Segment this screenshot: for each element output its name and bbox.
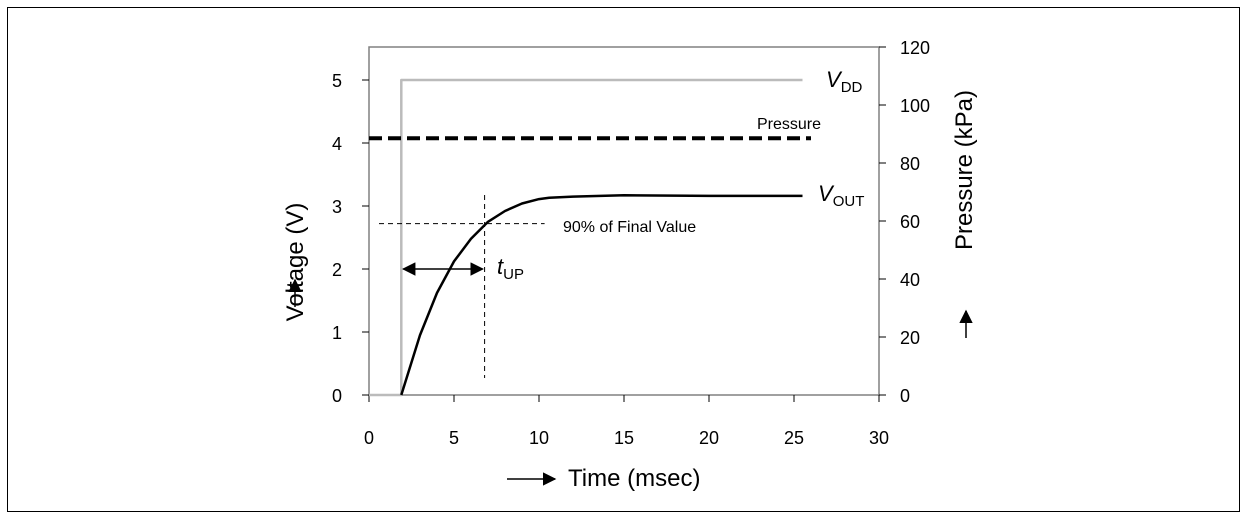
axis-ticks: 0 5 10 15 20 25 30 0 1 2 3 4 5 0 20 40 60 80 100 120 bbox=[332, 38, 930, 448]
x-tick-label: 10 bbox=[529, 428, 549, 448]
y2-tick-label: 60 bbox=[900, 212, 920, 232]
y2-axis-title: Pressure (kPa) bbox=[951, 90, 978, 250]
y2-tick-label: 40 bbox=[900, 270, 920, 290]
y-tick-label: 3 bbox=[332, 197, 342, 217]
y2-tick-label: 0 bbox=[900, 386, 910, 406]
y-tick-label: 5 bbox=[332, 71, 342, 91]
tup-label: tUP bbox=[497, 254, 524, 283]
series-label-vdd: VDD bbox=[826, 67, 863, 96]
x-tick-label: 25 bbox=[784, 428, 804, 448]
x-axis-title: Time (msec) bbox=[568, 465, 700, 492]
x-tick-label: 15 bbox=[614, 428, 634, 448]
series-line-vdd bbox=[369, 80, 803, 395]
annotation-layer: 90% of Final Value bbox=[379, 195, 696, 378]
y2-tick-label: 100 bbox=[900, 96, 930, 116]
x-tick-label: 20 bbox=[699, 428, 719, 448]
series-label-vout: VOUT bbox=[818, 181, 864, 210]
x-tick-label: 5 bbox=[449, 428, 459, 448]
x-tick-label: 0 bbox=[364, 428, 374, 448]
y2-tick-label: 80 bbox=[900, 154, 920, 174]
threshold-label: 90% of Final Value bbox=[563, 219, 696, 236]
y-tick-label: 2 bbox=[332, 260, 342, 280]
y-tick-label: 0 bbox=[332, 386, 342, 406]
series-label-pressure: Pressure bbox=[757, 116, 821, 133]
y-tick-label: 1 bbox=[332, 323, 342, 343]
y2-tick-label: 20 bbox=[900, 328, 920, 348]
y2-tick-label: 120 bbox=[900, 38, 930, 58]
y-tick-label: 4 bbox=[332, 134, 342, 154]
x-tick-label: 30 bbox=[869, 428, 889, 448]
